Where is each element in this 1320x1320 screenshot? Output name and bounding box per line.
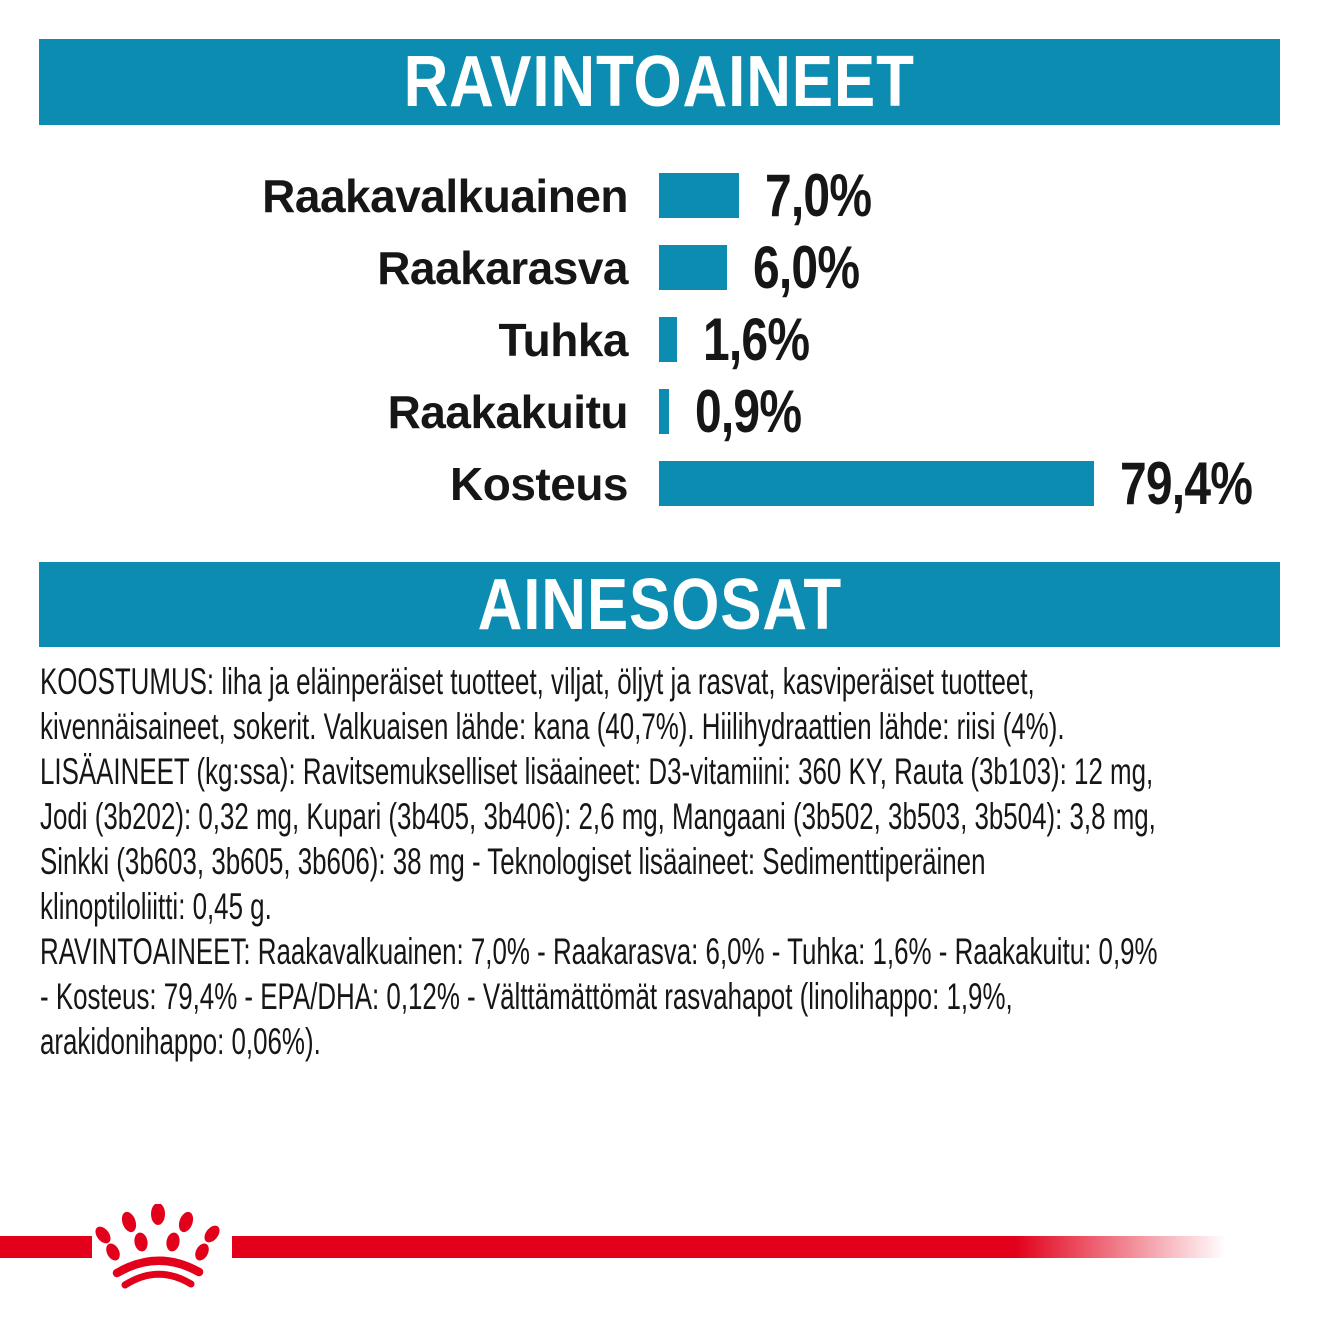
ingredients-header-band: AINESOSAT <box>39 562 1280 647</box>
royal-canin-crown-paw-logo <box>92 1204 232 1292</box>
ingredients-text-block: KOOSTUMUS: liha ja eläinperäiset tuottee… <box>40 659 1280 1064</box>
chart-row-label: Tuhka <box>498 313 628 366</box>
crown-paw-shape <box>95 1204 220 1261</box>
chart-row-label: Raakarasva <box>377 241 628 294</box>
ingredients-header-title: AINESOSAT <box>477 564 842 645</box>
chart-bar <box>659 245 727 290</box>
additives-paragraph: LISÄAINEET (kg:ssa): Ravitsemukselliset … <box>40 751 1156 927</box>
chart-value-label: 6,0% <box>753 234 860 301</box>
chart-row-label: Raakavalkuainen <box>262 169 628 222</box>
chart-bar <box>659 461 1094 506</box>
chart-row-label: Raakakuitu <box>387 385 629 438</box>
chart-value-label: 79,4% <box>1120 450 1253 517</box>
chart-value-label: 0,9% <box>695 378 802 445</box>
footer-brand-stripe <box>0 1236 1226 1258</box>
composition-paragraph: KOOSTUMUS: liha ja eläinperäiset tuottee… <box>40 661 1065 747</box>
chart-row: Raakarasva 6,0% <box>0 234 1320 301</box>
chart-row: Kosteus 79,4% <box>0 450 1320 517</box>
analysis-paragraph: RAVINTOAINEET: Raakavalkuainen: 7,0% - R… <box>40 931 1158 1062</box>
nutrients-header-title: RAVINTOAINEET <box>403 42 916 122</box>
chart-bar <box>659 173 739 218</box>
chart-value-label: 1,6% <box>703 306 810 373</box>
nutrients-bar-chart: Raakavalkuainen 7,0% Raakarasva 6,0% Tuhka 1,… <box>0 162 1320 533</box>
crown-paw-arcs <box>112 1256 204 1289</box>
chart-bar <box>659 317 677 362</box>
chart-row: Raakakuitu 0,9% <box>0 378 1320 445</box>
chart-value-label: 7,0% <box>765 162 872 229</box>
chart-row-label: Kosteus <box>450 457 628 510</box>
chart-row: Raakavalkuainen 7,0% <box>0 162 1320 229</box>
chart-bar <box>659 389 669 434</box>
nutrients-header-band: RAVINTOAINEET <box>39 39 1280 125</box>
chart-row: Tuhka 1,6% <box>0 306 1320 373</box>
